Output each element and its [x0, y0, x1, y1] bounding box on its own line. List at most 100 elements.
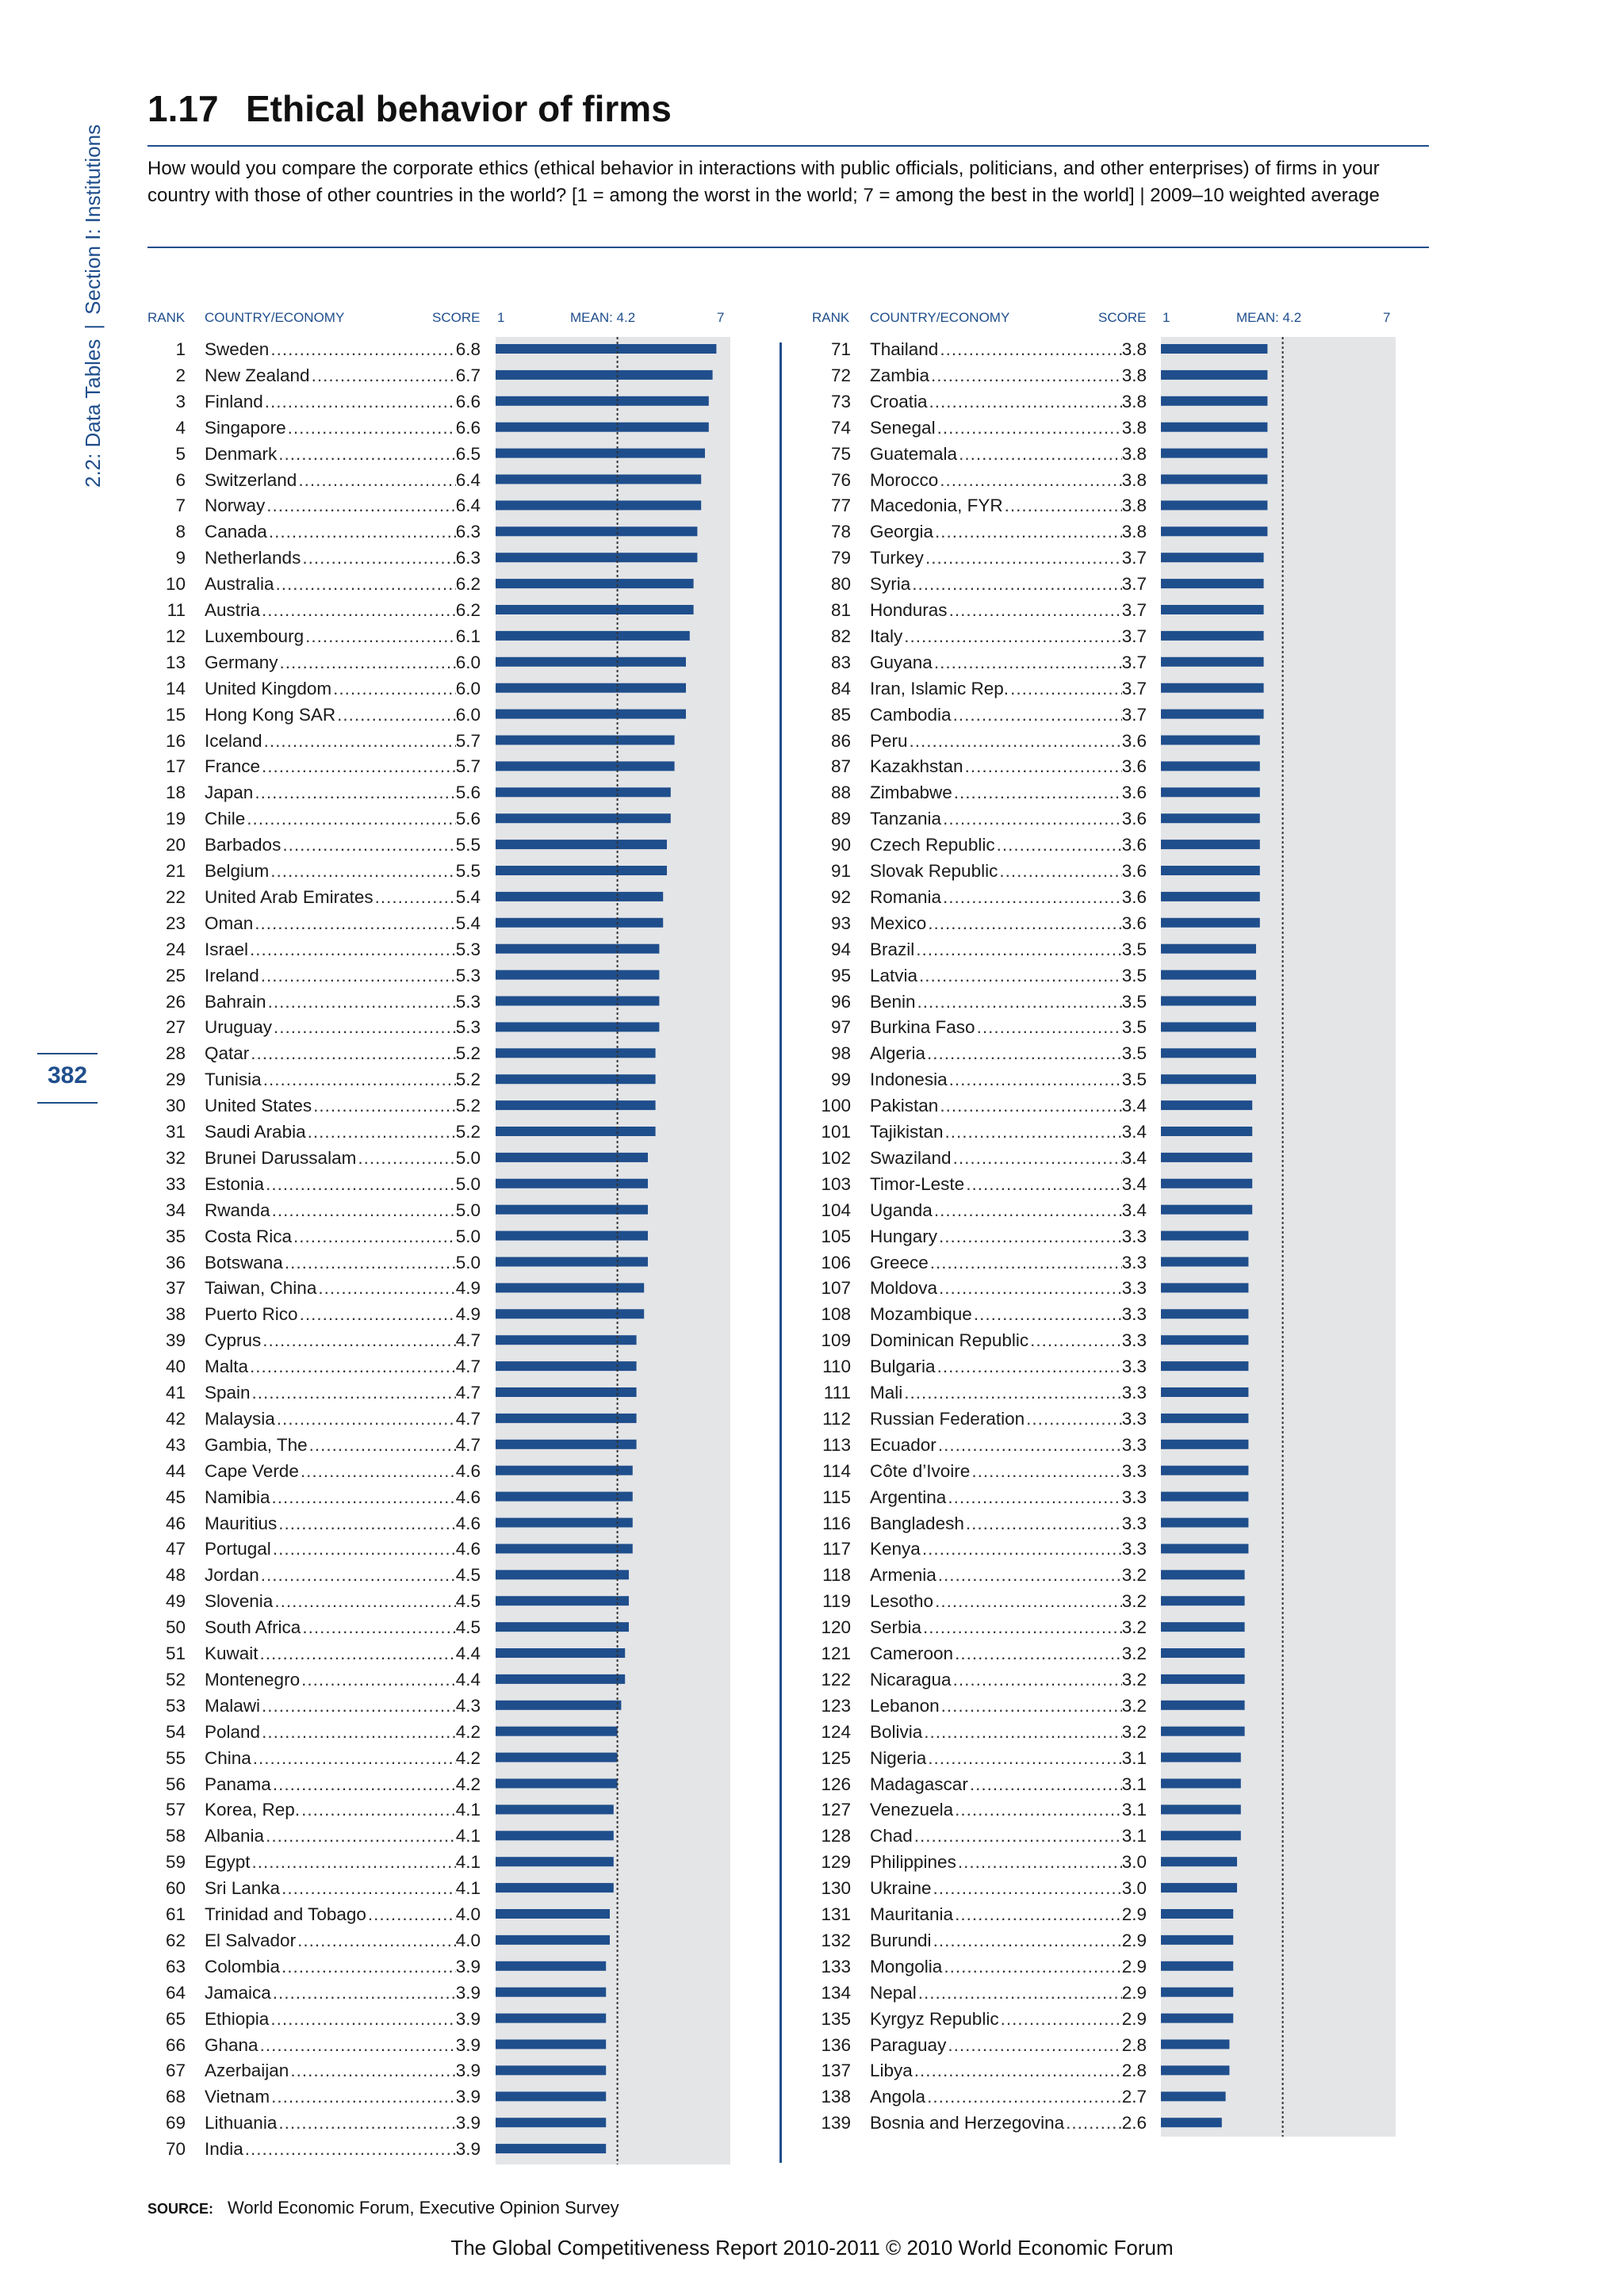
dot-leader: ........................................…	[337, 704, 456, 725]
score-value: 6.6	[455, 417, 481, 438]
score-value: 4.7	[455, 1330, 481, 1351]
score-value: 3.4	[1121, 1200, 1147, 1220]
rank-cell: 25	[165, 965, 186, 985]
table-row: Thailand................................…	[870, 336, 1147, 362]
score-bar	[496, 526, 698, 537]
rank-cell: 121	[821, 1644, 851, 1663]
rank-cell: 135	[821, 2008, 851, 2029]
score-value: 6.7	[455, 365, 481, 385]
table-number: 1.17	[147, 88, 219, 129]
country-name: Cameroon	[870, 1640, 956, 1667]
country-name: Costa Rica	[205, 1223, 294, 1249]
rank-cell: 14	[165, 678, 186, 698]
table-row: Estonia.................................…	[205, 1170, 481, 1197]
dot-leader: ........................................…	[952, 1147, 1122, 1168]
score-bar	[496, 1283, 645, 1293]
dot-leader: ........................................…	[953, 783, 1122, 803]
score-bar	[496, 605, 694, 614]
table-row: Iceland.................................…	[205, 727, 481, 754]
table-row: Kyrgyz Republic.........................…	[870, 2005, 1147, 2032]
score-bar	[1161, 1752, 1241, 1762]
dot-leader: ........................................…	[255, 783, 456, 803]
table-row: Latvia..................................…	[870, 962, 1147, 989]
rank-cell: 115	[822, 1487, 851, 1507]
rank-cell: 7	[175, 496, 186, 516]
rank-cell: 56	[165, 1774, 186, 1794]
score-bar	[1161, 943, 1256, 954]
table-row: Turkey..................................…	[870, 545, 1147, 572]
dot-leader: ........................................…	[244, 2139, 456, 2160]
rank-cell: 122	[821, 1669, 851, 1689]
score-value: 3.8	[1121, 391, 1147, 411]
rank-cell: 51	[165, 1644, 186, 1663]
rank-cell: 31	[165, 1122, 186, 1142]
dot-leader: ........................................…	[916, 939, 1121, 959]
page-title: 1.17 Ethical behavior of firms	[147, 87, 672, 130]
country-name: South Africa	[205, 1614, 303, 1641]
score-bar	[1161, 787, 1260, 798]
score-value: 4.2	[455, 1747, 481, 1768]
rank-cell: 71	[830, 339, 851, 359]
score-bar	[1161, 1048, 1256, 1058]
score-value: 5.0	[455, 1252, 481, 1272]
table-row: Guyana..................................…	[870, 649, 1147, 675]
country-name: Estonia	[205, 1170, 266, 1197]
score-bar	[1161, 1178, 1253, 1188]
dot-leader: ........................................…	[976, 1017, 1122, 1038]
table-row: Chile...................................…	[205, 806, 481, 832]
table-row: Botswana................................…	[205, 1249, 481, 1276]
country-name: Jordan	[205, 1562, 261, 1589]
score-value: 4.2	[455, 1774, 481, 1794]
score-value: 3.6	[1121, 835, 1147, 855]
score-value: 5.6	[455, 783, 481, 803]
rank-cell: 137	[821, 2061, 851, 2081]
rank-cell: 80	[830, 574, 851, 595]
score-value: 3.3	[1121, 1252, 1147, 1272]
dot-leader: ........................................…	[266, 496, 456, 516]
rank-cell: 44	[165, 1460, 186, 1481]
dot-leader: ........................................…	[263, 730, 456, 751]
score-value: 2.6	[1121, 2113, 1147, 2133]
rank-cell: 48	[165, 1565, 186, 1586]
country-name: India	[205, 2136, 245, 2163]
dot-leader: ........................................…	[274, 1017, 456, 1038]
score-bar	[496, 1804, 614, 1815]
country-name: Lithuania	[205, 2110, 279, 2137]
score-value: 3.7	[1121, 678, 1147, 698]
country-name: Luxembourg	[205, 622, 306, 649]
country-name: Taiwan, China	[205, 1275, 319, 1302]
country-name: Syria	[870, 571, 913, 598]
table-row: Netherlands.............................…	[205, 545, 481, 572]
country-name: Canada	[205, 519, 269, 545]
dot-leader: ........................................…	[251, 1043, 455, 1064]
rank-cell: 49	[165, 1591, 186, 1612]
score-value: 3.9	[455, 2087, 481, 2107]
table-row: Vietnam.................................…	[205, 2084, 481, 2110]
score-value: 3.3	[1121, 1434, 1147, 1455]
dot-leader: ........................................…	[933, 1930, 1122, 1950]
country-name: Venezuela	[870, 1797, 956, 1823]
rank-cell: 68	[165, 2087, 186, 2107]
rank-cell: 24	[165, 939, 186, 959]
table-row: Mali....................................…	[870, 1380, 1147, 1406]
table-row: Denmark.................................…	[205, 440, 481, 467]
dot-leader: ........................................…	[298, 469, 456, 490]
survey-question: How would you compare the corporate ethi…	[147, 158, 1380, 206]
score-bar	[1161, 813, 1260, 824]
dot-leader: ........................................…	[318, 1278, 456, 1299]
score-bar	[496, 1726, 618, 1736]
dot-leader: ........................................…	[282, 1956, 456, 1976]
country-name: Tunisia	[205, 1066, 263, 1093]
dot-leader: ........................................…	[940, 339, 1121, 359]
rank-cell: 85	[830, 704, 851, 725]
table-row: Saudi Arabia............................…	[205, 1119, 481, 1145]
score-value: 3.3	[1121, 1408, 1147, 1429]
score-value: 4.5	[455, 1565, 481, 1586]
table-row: Zambia..................................…	[870, 362, 1147, 388]
rank-cell: 77	[830, 496, 851, 516]
dot-leader: ........................................…	[952, 704, 1122, 725]
rank-cell: 109	[821, 1330, 851, 1351]
score-bar	[496, 1127, 656, 1136]
rank-cell: 123	[821, 1695, 851, 1716]
country-name: Singapore	[205, 414, 288, 441]
